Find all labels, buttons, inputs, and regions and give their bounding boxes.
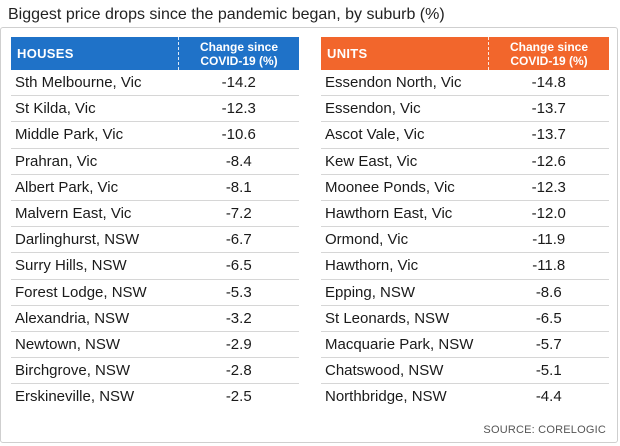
units-row: Macquarie Park, NSW -5.7 — [321, 331, 609, 359]
units-header-row: UNITS Change since COVID-19 (%) — [321, 37, 609, 70]
houses-change-cell: -7.2 — [178, 200, 299, 228]
houses-row: Alexandria, NSW -3.2 — [11, 305, 299, 332]
houses-row: St Kilda, Vic -12.3 — [11, 95, 299, 123]
houses-suburb-cell: Birchgrove, NSW — [11, 357, 179, 385]
units-change-cell: -4.4 — [535, 388, 562, 406]
units-change-cell: -11.8 — [488, 252, 609, 280]
houses-suburb-cell: St Kilda, Vic — [11, 95, 179, 123]
units-change-header: Change since COVID-19 (%) — [488, 37, 609, 70]
houses-suburb-cell: Erskineville, NSW — [15, 388, 135, 406]
units-suburb-cell: Essendon, Vic — [321, 95, 489, 123]
units-suburb-cell: St Leonards, NSW — [321, 305, 489, 332]
units-change-cell: -5.1 — [488, 357, 609, 385]
houses-row: Malvern East, Vic -7.2 — [11, 200, 299, 228]
houses-suburb-cell: Malvern East, Vic — [11, 200, 179, 228]
houses-row: Newtown, NSW -2.9 — [11, 331, 299, 359]
units-suburb-cell: Ascot Vale, Vic — [321, 121, 489, 149]
units-row: Essendon, Vic -13.7 — [321, 95, 609, 123]
units-change-cell: -5.7 — [488, 331, 609, 359]
units-row: Northbridge, NSW -4.4 — [321, 384, 609, 410]
units-change-cell: -13.7 — [488, 95, 609, 123]
units-change-cell: -14.8 — [488, 70, 609, 97]
units-row: Hawthorn, Vic -11.8 — [321, 252, 609, 280]
houses-change-cell: -8.4 — [178, 148, 299, 175]
units-row: Essendon North, Vic -14.8 — [321, 70, 609, 97]
houses-row: Surry Hills, NSW -6.5 — [11, 252, 299, 280]
units-change-cell: -12.3 — [488, 174, 609, 201]
houses-suburb-cell: Alexandria, NSW — [11, 305, 179, 332]
units-suburb-cell: Kew East, Vic — [321, 148, 489, 175]
source-note: SOURCE: CORELOGIC — [483, 424, 606, 436]
houses-row: Erskineville, NSW -2.5 — [11, 384, 299, 410]
units-suburb-cell: Essendon North, Vic — [321, 70, 489, 97]
houses-suburb-cell: Darlinghurst, NSW — [11, 226, 179, 254]
units-change-cell: -6.5 — [488, 305, 609, 332]
units-change-cell: -11.9 — [488, 226, 609, 254]
units-row: St Leonards, NSW -6.5 — [321, 305, 609, 332]
houses-suburb-cell: Prahran, Vic — [11, 148, 179, 175]
houses-row: Forest Lodge, NSW -5.3 — [11, 279, 299, 306]
houses-table: HOUSES Change since COVID-19 (%) Sth Melb… — [11, 37, 299, 409]
units-row: Moonee Ponds, Vic -12.3 — [321, 174, 609, 201]
houses-row: Sth Melbourne, Vic -14.2 — [11, 70, 299, 97]
houses-suburb-cell: Newtown, NSW — [11, 331, 179, 359]
units-table-body: Essendon North, Vic -14.8 Essendon, Vic -13… — [321, 70, 609, 409]
units-header: UNITS — [321, 37, 489, 70]
units-table: UNITS Change since COVID-19 (%) Essendon … — [321, 37, 609, 409]
houses-change-cell: -2.8 — [178, 357, 299, 385]
units-change-cell: -8.6 — [488, 279, 609, 306]
houses-change-cell: -2.9 — [178, 331, 299, 359]
houses-change-header: Change since COVID-19 (%) — [178, 37, 299, 70]
houses-row: Birchgrove, NSW -2.8 — [11, 357, 299, 385]
houses-change-cell: -8.1 — [178, 174, 299, 201]
houses-change-cell: -14.2 — [178, 70, 299, 97]
units-suburb-cell: Chatswood, NSW — [321, 357, 489, 385]
units-row: Epping, NSW -8.6 — [321, 279, 609, 306]
units-suburb-cell: Epping, NSW — [321, 279, 489, 306]
units-suburb-cell: Ormond, Vic — [321, 226, 489, 254]
houses-header-row: HOUSES Change since COVID-19 (%) — [11, 37, 299, 70]
houses-change-cell: -2.5 — [225, 388, 252, 406]
houses-suburb-cell: Sth Melbourne, Vic — [11, 70, 179, 97]
houses-header: HOUSES — [11, 37, 179, 70]
houses-row: Prahran, Vic -8.4 — [11, 148, 299, 175]
units-suburb-cell: Macquarie Park, NSW — [321, 331, 489, 359]
houses-change-cell: -10.6 — [178, 121, 299, 149]
houses-row: Middle Park, Vic -10.6 — [11, 121, 299, 149]
houses-change-cell: -3.2 — [178, 305, 299, 332]
houses-suburb-cell: Forest Lodge, NSW — [11, 279, 179, 306]
houses-change-cell: -5.3 — [178, 279, 299, 306]
units-suburb-cell: Northbridge, NSW — [325, 388, 447, 406]
houses-row: Albert Park, Vic -8.1 — [11, 174, 299, 201]
houses-suburb-cell: Surry Hills, NSW — [11, 252, 179, 280]
houses-table-body: Sth Melbourne, Vic -14.2 St Kilda, Vic -12.… — [11, 70, 299, 409]
units-row: Ascot Vale, Vic -13.7 — [321, 121, 609, 149]
table-frame — [0, 27, 618, 443]
houses-change-cell: -12.3 — [178, 95, 299, 123]
chart-title: Biggest price drops since the pandemic b… — [8, 6, 445, 23]
units-change-cell: -13.7 — [488, 121, 609, 149]
units-row: Kew East, Vic -12.6 — [321, 148, 609, 175]
houses-change-cell: -6.7 — [178, 226, 299, 254]
units-change-cell: -12.0 — [488, 200, 609, 228]
units-suburb-cell: Moonee Ponds, Vic — [321, 174, 489, 201]
houses-change-cell: -6.5 — [178, 252, 299, 280]
houses-suburb-cell: Albert Park, Vic — [11, 174, 179, 201]
houses-row: Darlinghurst, NSW -6.7 — [11, 226, 299, 254]
units-suburb-cell: Hawthorn East, Vic — [321, 200, 489, 228]
units-row: Ormond, Vic -11.9 — [321, 226, 609, 254]
units-row: Hawthorn East, Vic -12.0 — [321, 200, 609, 228]
units-suburb-cell: Hawthorn, Vic — [321, 252, 489, 280]
units-row: Chatswood, NSW -5.1 — [321, 357, 609, 385]
houses-suburb-cell: Middle Park, Vic — [11, 121, 179, 149]
units-change-cell: -12.6 — [488, 148, 609, 175]
